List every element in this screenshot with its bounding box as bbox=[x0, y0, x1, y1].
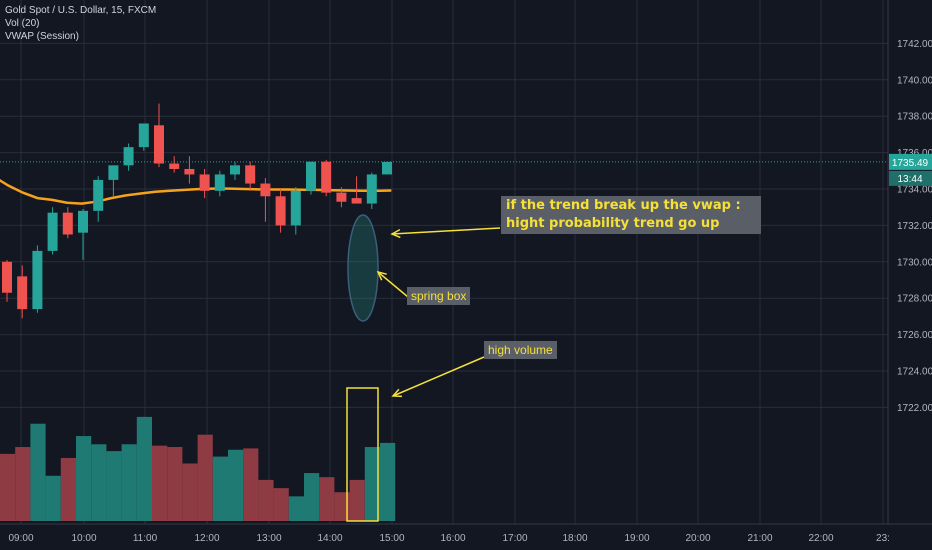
candle-body[interactable] bbox=[382, 161, 392, 175]
volume-bar[interactable] bbox=[15, 447, 31, 521]
volume-bar[interactable] bbox=[212, 456, 228, 521]
candle-body[interactable] bbox=[275, 196, 286, 226]
y-tick-label: 1732.00 bbox=[897, 221, 932, 232]
y-tick-label: 1734.00 bbox=[897, 185, 932, 196]
x-tick-label: 16:00 bbox=[440, 533, 465, 544]
candle-body[interactable] bbox=[321, 161, 332, 193]
candle-body[interactable] bbox=[230, 165, 240, 175]
volume-bar[interactable] bbox=[258, 479, 274, 521]
volume-bar[interactable] bbox=[136, 416, 152, 521]
candle-body[interactable] bbox=[169, 163, 180, 169]
volume-bar[interactable] bbox=[334, 492, 350, 521]
trend-annotation[interactable]: if the trend break up the vwap : hight p… bbox=[501, 196, 761, 234]
volume-arrow-head bbox=[391, 388, 403, 398]
spring-box-ellipse[interactable] bbox=[347, 214, 379, 322]
candle-body[interactable] bbox=[290, 190, 301, 226]
high-volume-highlight[interactable] bbox=[346, 387, 379, 522]
x-tick-label: 13:00 bbox=[256, 533, 281, 544]
price-tag-value: 1735.49 bbox=[892, 158, 929, 169]
trend-arrow-head bbox=[390, 228, 401, 239]
volume-bar[interactable] bbox=[364, 447, 380, 521]
candle-body[interactable] bbox=[336, 192, 347, 202]
candle-body[interactable] bbox=[199, 174, 210, 191]
spring-arrow bbox=[377, 271, 409, 298]
volume-bar[interactable] bbox=[380, 442, 396, 521]
x-tick-label: 14:00 bbox=[317, 533, 342, 544]
volume-bar[interactable] bbox=[91, 444, 107, 521]
candle-body[interactable] bbox=[306, 161, 316, 191]
legend-symbol[interactable]: Gold Spot / U.S. Dollar, 15, FXCM bbox=[5, 5, 157, 16]
volume-bar[interactable] bbox=[30, 423, 46, 521]
volume-bar[interactable] bbox=[76, 436, 92, 521]
x-tick-label: 11:00 bbox=[133, 533, 158, 544]
volume-bar[interactable] bbox=[0, 453, 16, 521]
y-tick-label: 1726.00 bbox=[897, 330, 932, 341]
volume-bar[interactable] bbox=[288, 496, 304, 521]
x-tick-label: 22:00 bbox=[808, 533, 833, 544]
y-tick-label: 1722.00 bbox=[897, 403, 932, 414]
volume-bar[interactable] bbox=[182, 463, 198, 521]
x-tick-label: 23: bbox=[876, 533, 890, 544]
volume-bar[interactable] bbox=[273, 488, 289, 521]
candle-body[interactable] bbox=[78, 210, 88, 233]
y-tick-label: 1728.00 bbox=[897, 294, 932, 305]
x-tick-label: 18:00 bbox=[562, 533, 587, 544]
x-tick-label: 15:00 bbox=[379, 533, 404, 544]
y-tick-label: 1738.00 bbox=[897, 112, 932, 123]
countdown-value: 13:44 bbox=[897, 174, 922, 185]
candle-body[interactable] bbox=[93, 179, 104, 211]
y-tick-label: 1736.00 bbox=[897, 148, 932, 159]
candle-body[interactable] bbox=[2, 261, 12, 293]
candle-body[interactable] bbox=[260, 183, 271, 197]
countdown-box bbox=[889, 170, 932, 186]
x-tick-label: 21:00 bbox=[747, 533, 772, 544]
candle-body[interactable] bbox=[108, 165, 119, 180]
volume-bar[interactable] bbox=[152, 445, 168, 521]
candle-body[interactable] bbox=[351, 198, 362, 204]
y-tick-label: 1740.00 bbox=[897, 75, 932, 86]
candle-body[interactable] bbox=[154, 125, 164, 164]
x-tick-label: 20:00 bbox=[685, 533, 710, 544]
x-tick-label: 09:00 bbox=[8, 533, 33, 544]
legend-volume[interactable]: Vol (20) bbox=[5, 18, 40, 29]
volume-bar[interactable] bbox=[243, 448, 259, 521]
y-tick-label: 1730.00 bbox=[897, 257, 932, 268]
volume-bar[interactable] bbox=[197, 434, 213, 521]
y-tick-label: 1724.00 bbox=[897, 367, 932, 378]
candle-body[interactable] bbox=[245, 165, 256, 184]
x-tick-label: 17:00 bbox=[502, 533, 527, 544]
price-tag-box bbox=[889, 153, 932, 170]
candle-body[interactable] bbox=[17, 276, 28, 310]
spring-box-annotation[interactable]: spring box bbox=[407, 287, 471, 305]
volume-bar[interactable] bbox=[228, 449, 244, 521]
x-tick-label: 12:00 bbox=[194, 533, 219, 544]
x-tick-label: 19:00 bbox=[624, 533, 649, 544]
candle-body[interactable] bbox=[184, 168, 195, 175]
volume-bar[interactable] bbox=[349, 479, 365, 521]
candle-body[interactable] bbox=[62, 212, 73, 235]
legend-vwap[interactable]: VWAP (Session) bbox=[5, 31, 79, 42]
candle-body[interactable] bbox=[366, 174, 377, 204]
high-volume-annotation[interactable]: high volume bbox=[484, 341, 557, 359]
spring-arrow-head bbox=[376, 270, 387, 281]
candle-body[interactable] bbox=[32, 250, 43, 310]
x-tick-label: 10:00 bbox=[71, 533, 96, 544]
volume-bar[interactable] bbox=[60, 457, 76, 521]
candle-body[interactable] bbox=[138, 123, 149, 148]
volume-arrow bbox=[392, 356, 485, 397]
chart-legend: Gold Spot / U.S. Dollar, 15, FXCM Vol (2… bbox=[5, 4, 156, 43]
candle-body[interactable] bbox=[123, 147, 134, 166]
candle-body[interactable] bbox=[214, 174, 225, 191]
candle-body[interactable] bbox=[47, 212, 58, 251]
volume-bar[interactable] bbox=[319, 477, 335, 521]
volume-bar[interactable] bbox=[45, 475, 61, 521]
volume-bar[interactable] bbox=[121, 444, 137, 521]
trend-arrow bbox=[391, 227, 501, 235]
y-tick-label: 1742.00 bbox=[897, 39, 932, 50]
volume-bar[interactable] bbox=[304, 473, 320, 521]
volume-bar[interactable] bbox=[106, 451, 122, 521]
volume-bar[interactable] bbox=[167, 447, 183, 521]
